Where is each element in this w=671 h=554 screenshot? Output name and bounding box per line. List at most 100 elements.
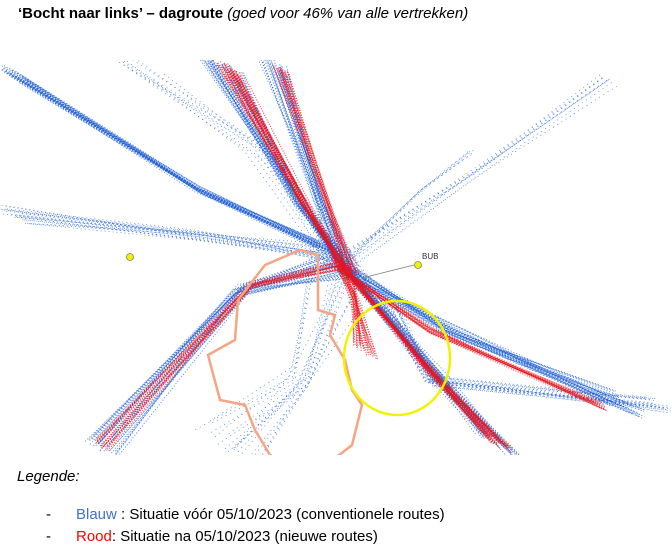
- track: [236, 74, 509, 449]
- track: [224, 269, 337, 455]
- track: [239, 72, 512, 454]
- track: [27, 223, 345, 261]
- track: [235, 70, 506, 447]
- flight-tracks: [0, 60, 671, 455]
- track: [230, 69, 500, 444]
- title-line: ‘Bocht naar links’ – dagroute (goed voor…: [18, 5, 468, 22]
- track: [238, 76, 518, 455]
- track: [353, 268, 377, 360]
- track: [230, 79, 514, 455]
- track: [341, 268, 604, 405]
- track: [241, 72, 521, 455]
- track: [227, 65, 499, 448]
- track: [239, 75, 510, 451]
- track: [261, 283, 359, 455]
- track: [122, 61, 340, 271]
- track: [349, 262, 632, 415]
- track: [96, 262, 338, 442]
- track: [240, 268, 351, 455]
- track: [331, 73, 603, 260]
- track: [349, 267, 375, 357]
- track: [1, 68, 322, 245]
- track: [334, 261, 361, 347]
- track: [97, 261, 332, 444]
- subtitle: (goed voor 46% van alle vertrekken): [227, 5, 469, 22]
- track: [99, 264, 343, 447]
- route-map: BUB: [0, 60, 671, 455]
- track: [230, 65, 512, 453]
- track: [343, 274, 637, 413]
- track: [22, 219, 339, 263]
- track: [284, 71, 357, 274]
- track: [339, 262, 363, 352]
- track: [254, 273, 350, 455]
- track: [264, 60, 340, 257]
- track: [235, 71, 512, 455]
- track: [340, 150, 470, 266]
- track: [21, 213, 336, 259]
- track: [273, 60, 343, 261]
- track: [230, 66, 499, 445]
- track: [103, 271, 341, 452]
- track: [328, 257, 620, 397]
- track: [12, 75, 330, 252]
- track: [332, 77, 604, 262]
- track: [11, 71, 330, 251]
- track: [116, 60, 329, 253]
- track: [2, 208, 321, 254]
- track: [217, 270, 339, 445]
- track: [349, 274, 607, 412]
- track: [322, 250, 615, 392]
- track: [272, 65, 346, 266]
- track: [355, 274, 646, 412]
- track: [260, 60, 331, 256]
- legend-item: - Rood: Situatie na 05/10/2023 (nieuwe ro…: [46, 528, 378, 545]
- track: [84, 252, 326, 442]
- track: [232, 70, 508, 448]
- track: [115, 277, 356, 454]
- track: [4, 209, 314, 249]
- track: [15, 215, 333, 255]
- track: [233, 69, 508, 446]
- track: [340, 257, 366, 350]
- track: [238, 76, 512, 454]
- bullet: -: [46, 528, 51, 545]
- track: [96, 266, 333, 446]
- track: [342, 78, 610, 269]
- track: [25, 79, 342, 257]
- track: [11, 76, 326, 253]
- track: [110, 273, 354, 451]
- track: [221, 65, 493, 439]
- track: [21, 81, 336, 253]
- track: [337, 270, 599, 403]
- beacon: [414, 261, 422, 269]
- track: [98, 264, 341, 445]
- track: [150, 77, 371, 279]
- track: [231, 269, 353, 451]
- track: [267, 60, 331, 253]
- highlight-circle: [342, 299, 452, 417]
- track: [100, 265, 340, 447]
- track: [332, 255, 359, 350]
- track: [212, 61, 499, 446]
- track: [342, 152, 474, 266]
- track: [338, 78, 611, 269]
- track: [230, 69, 500, 444]
- bullet: -: [46, 506, 51, 523]
- legend-label: Blauw: [76, 506, 117, 523]
- track: [229, 69, 513, 451]
- track: [348, 274, 639, 416]
- track: [233, 75, 517, 455]
- track: [23, 77, 337, 251]
- track: [269, 63, 344, 260]
- track: [88, 259, 330, 440]
- track: [229, 71, 496, 445]
- track: [238, 261, 353, 444]
- legend-text: : Situatie vóór 05/10/2023 (conventionel…: [116, 506, 445, 523]
- track: [285, 74, 360, 274]
- track: [5, 205, 322, 253]
- track: [108, 263, 343, 444]
- track: [17, 76, 338, 256]
- track: [226, 256, 335, 436]
- track: [132, 60, 332, 256]
